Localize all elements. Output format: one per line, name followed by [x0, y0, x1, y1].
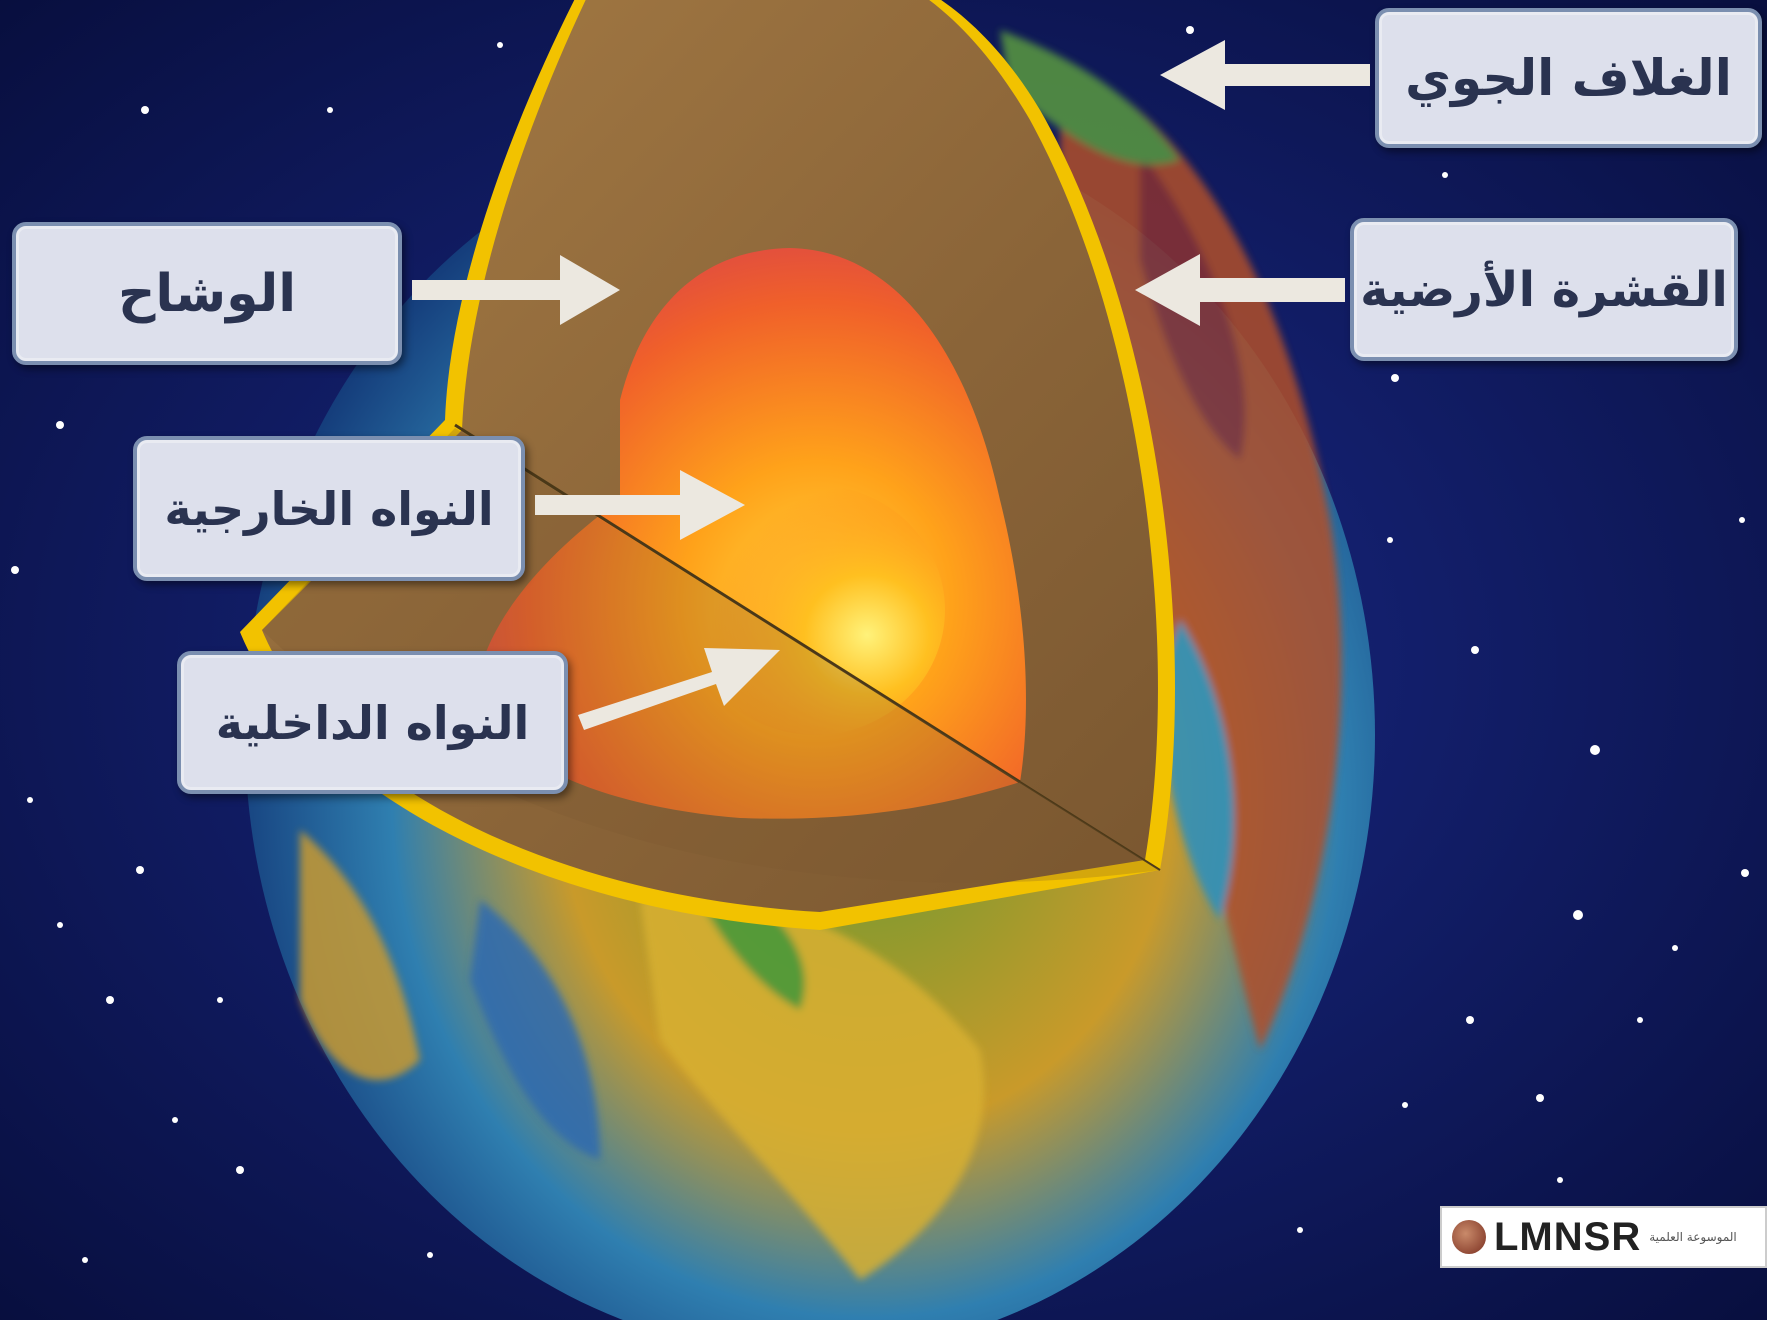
watermark-subtext: الموسوعة العلمية [1649, 1229, 1737, 1244]
label-crust: القشرة الأرضية [1350, 218, 1738, 361]
label-mantle-text: الوشاح [117, 263, 297, 324]
arrow-mantle [412, 255, 620, 325]
cut-line [454, 423, 1021, 784]
label-atmosphere: الغلاف الجوي [1375, 8, 1762, 148]
arrow-crust [1135, 254, 1345, 326]
cut-line-2 [1019, 781, 1161, 871]
label-inner-core: النواه الداخلية [177, 651, 568, 794]
watermark-text: LMNSR [1494, 1214, 1642, 1259]
label-outer-core: النواه الخارجية [133, 436, 525, 581]
watermark-logo: LMNSR الموسوعة العلمية [1440, 1206, 1767, 1268]
arrow-inner-core [578, 648, 780, 730]
label-inner-core-text: النواه الداخلية [215, 695, 530, 750]
logo-icon [1452, 1220, 1486, 1254]
label-crust-text: القشرة الأرضية [1360, 261, 1728, 318]
arrow-outer-core [535, 470, 745, 540]
label-outer-core-text: النواه الخارجية [164, 481, 494, 536]
label-mantle: الوشاح [12, 222, 402, 365]
arrow-atmosphere [1160, 40, 1370, 110]
arrows [412, 40, 1370, 730]
label-atmosphere-text: الغلاف الجوي [1405, 49, 1732, 107]
